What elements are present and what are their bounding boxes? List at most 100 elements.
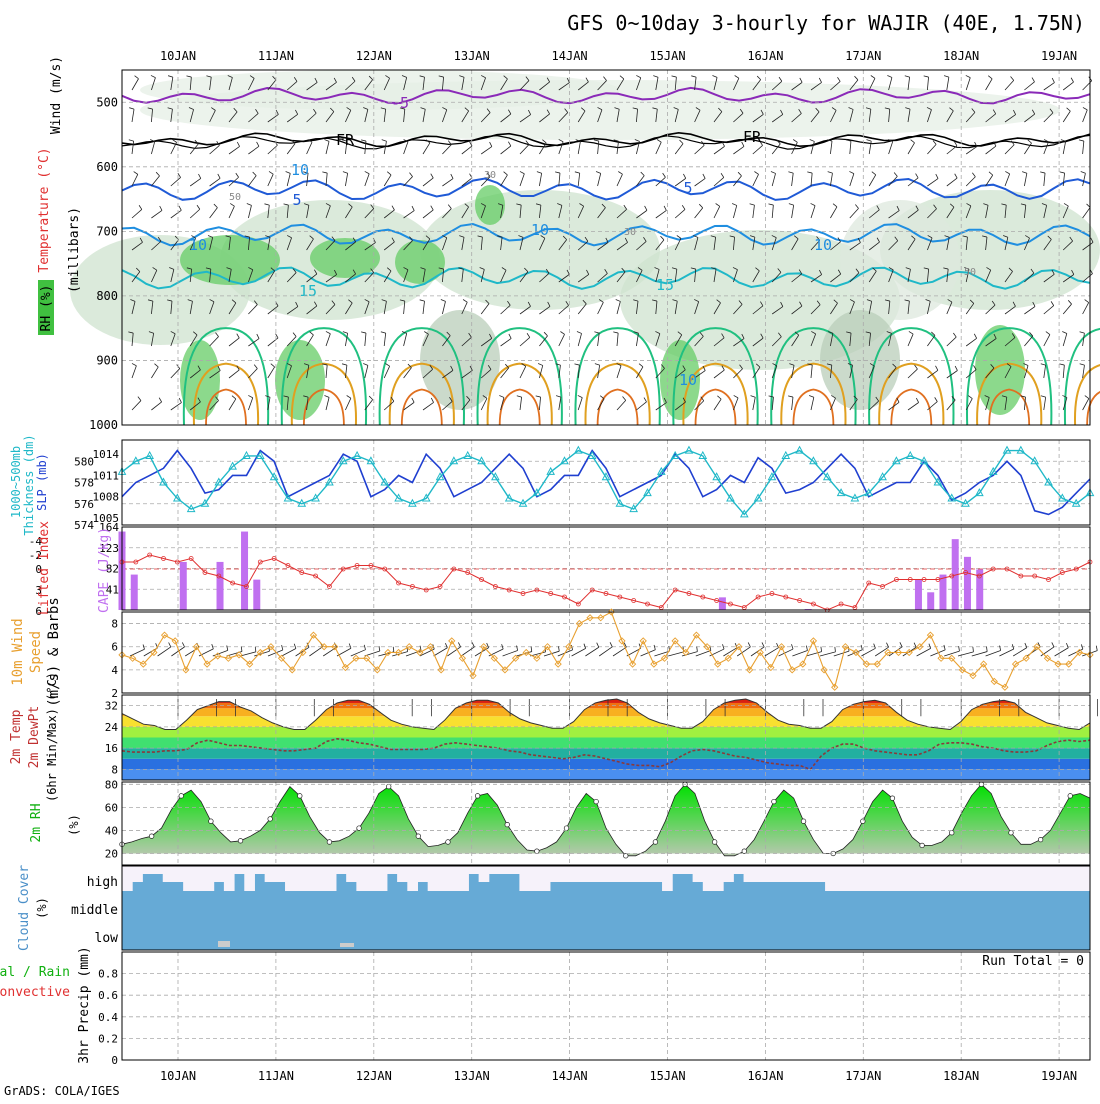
- profile-wind-barb: [594, 363, 601, 379]
- barb-flag: [734, 75, 740, 79]
- profile-wind-barb: [422, 235, 431, 251]
- barb-staff: [626, 647, 642, 657]
- barb-staff: [248, 113, 259, 123]
- profile-wind-barb: [636, 237, 647, 251]
- barb-flag: [370, 268, 375, 273]
- barb-staff: [752, 79, 761, 91]
- barb-staff: [500, 237, 503, 251]
- barb-staff: [694, 110, 701, 123]
- barb-staff: [791, 173, 794, 187]
- wind-speed-marker: [224, 654, 233, 662]
- barb-staff: [830, 206, 838, 219]
- profile-wind-barb: [518, 235, 524, 251]
- barb-flag: [459, 75, 465, 78]
- precip-tick-label: 0.6: [98, 989, 118, 1002]
- wind-barb: [723, 642, 738, 657]
- profile-wind-barb: [674, 205, 686, 219]
- barb-flag: [380, 331, 386, 334]
- barb-flag: [351, 76, 356, 82]
- barb-flag: [233, 107, 238, 113]
- barb-staff: [616, 78, 625, 91]
- wind-barb: [874, 642, 889, 657]
- barb-staff: [422, 109, 426, 123]
- barb-flag: [721, 365, 725, 371]
- wind-speed-marker: [129, 654, 137, 662]
- profile-wind-barb: [1062, 107, 1071, 123]
- cloud-high-gap: [967, 866, 979, 891]
- profile-wind-barb: [499, 395, 505, 411]
- barb-staff: [209, 207, 218, 219]
- barb-flag: [314, 269, 318, 275]
- thickness-marker: [587, 450, 597, 459]
- wind-barb: [736, 642, 751, 657]
- barb-flag: [951, 396, 956, 401]
- profile-wind-barb: [733, 333, 745, 347]
- profile-wind-barb: [306, 139, 313, 155]
- wind-speed-marker: [246, 660, 254, 668]
- profile-wind-barb: [150, 139, 156, 155]
- rh-marker: [326, 839, 333, 845]
- profile-wind-barb: [555, 171, 561, 187]
- profile-wind-barb: [442, 173, 454, 187]
- day-label-top: 16JAN: [747, 49, 783, 63]
- profile-wind-barb: [576, 331, 582, 347]
- barb-staff: [171, 646, 185, 657]
- profile-wind-barb: [151, 236, 162, 251]
- profile-wind-barb: [771, 235, 777, 251]
- wind-speed-marker: [788, 666, 796, 674]
- barb-flag: [1051, 642, 1055, 648]
- wind-barb: [695, 645, 712, 657]
- millibars-axis-label: (millibars): [67, 207, 82, 293]
- contour-30-arc: [890, 388, 933, 426]
- profile-wind-barb: [830, 269, 842, 283]
- barb-flag: [450, 365, 454, 371]
- rh-line: [121, 783, 1091, 857]
- profile-wind-barb: [363, 107, 369, 123]
- thickness-marker: [726, 493, 735, 502]
- barb-flag: [731, 203, 737, 206]
- barb-flag: [1047, 235, 1052, 240]
- rh-shading: [140, 70, 620, 110]
- lifted-index-marker: [437, 584, 443, 589]
- profile-wind-barb: [577, 203, 585, 219]
- wind-speed-marker: [948, 654, 956, 662]
- wind-speed-marker: [958, 666, 966, 674]
- profile-wind-barb: [1062, 77, 1074, 91]
- profile-wind-barb: [286, 363, 292, 379]
- barb-staff: [694, 77, 697, 91]
- profile-wind-barb: [1043, 331, 1051, 347]
- profile-wind-barb: [383, 237, 395, 251]
- thickness-marker: [767, 472, 777, 481]
- barb-flag: [682, 365, 686, 371]
- cloud-high-gap: [468, 866, 480, 874]
- barb-staff: [267, 649, 283, 657]
- thickness-marker: [1002, 445, 1012, 454]
- profile-wind-barb: [170, 397, 182, 411]
- wind-speed-marker: [363, 654, 371, 662]
- rh-marker: [771, 798, 777, 805]
- barb-flag: [420, 107, 426, 110]
- profile-wind-barb: [946, 107, 954, 123]
- barb-staff: [888, 176, 898, 187]
- profile-wind-barb: [267, 75, 277, 91]
- profile-wind-barb: [438, 75, 444, 91]
- barb-staff: [616, 208, 627, 219]
- barb-flag: [770, 171, 776, 174]
- profile-wind-barb: [1079, 363, 1085, 379]
- profile-wind-barb: [868, 237, 880, 251]
- profile-wind-barb: [209, 203, 218, 219]
- profile-wind-barb: [577, 77, 589, 91]
- barb-staff: [888, 367, 897, 379]
- barb-flag: [535, 203, 542, 206]
- barb-flag: [191, 235, 196, 239]
- barb-staff: [830, 365, 833, 379]
- barb-flag: [596, 642, 600, 648]
- barb-flag: [558, 139, 564, 143]
- profile-wind-barb: [361, 331, 367, 347]
- barb-flag: [501, 267, 507, 271]
- profile-wind-barb: [849, 204, 859, 219]
- rh-marker: [534, 848, 540, 854]
- barb-flag: [178, 205, 182, 211]
- barb-flag: [255, 109, 259, 114]
- profile-wind-barb: [558, 331, 565, 347]
